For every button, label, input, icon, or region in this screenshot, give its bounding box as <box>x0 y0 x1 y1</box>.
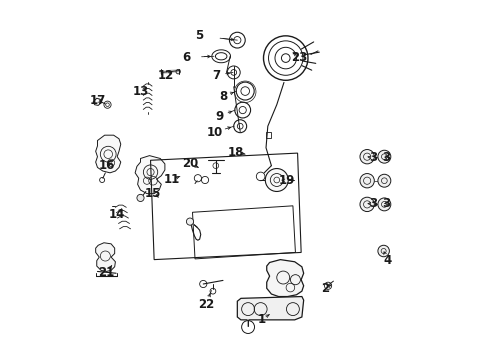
Polygon shape <box>237 297 303 320</box>
Text: 16: 16 <box>98 159 114 172</box>
Text: 13: 13 <box>132 85 148 98</box>
Circle shape <box>377 150 390 163</box>
Text: 4: 4 <box>383 254 391 267</box>
Text: 19: 19 <box>278 174 294 187</box>
Text: 15: 15 <box>144 187 161 200</box>
Text: 23: 23 <box>290 51 306 64</box>
Text: 6: 6 <box>182 51 190 64</box>
Polygon shape <box>266 260 303 297</box>
Text: 9: 9 <box>215 110 223 123</box>
Text: 18: 18 <box>227 145 244 158</box>
Text: 3: 3 <box>381 151 389 164</box>
Text: 3: 3 <box>381 197 389 210</box>
Text: 17: 17 <box>89 94 105 107</box>
Polygon shape <box>135 156 164 194</box>
Text: 22: 22 <box>197 298 213 311</box>
Circle shape <box>377 174 390 187</box>
Text: 3: 3 <box>368 197 376 210</box>
Circle shape <box>377 245 388 257</box>
Circle shape <box>359 149 373 164</box>
Text: 14: 14 <box>108 208 124 221</box>
Text: 7: 7 <box>212 69 220 82</box>
Text: 8: 8 <box>219 90 226 103</box>
Circle shape <box>359 174 373 188</box>
Text: 5: 5 <box>194 29 203 42</box>
Text: 20: 20 <box>182 157 199 170</box>
Circle shape <box>137 194 144 202</box>
Polygon shape <box>96 135 121 173</box>
Text: 11: 11 <box>163 173 179 186</box>
Bar <box>265 132 271 138</box>
Text: 21: 21 <box>98 266 114 279</box>
Text: 12: 12 <box>157 69 173 82</box>
Text: 2: 2 <box>321 282 329 295</box>
Circle shape <box>186 218 193 225</box>
Text: 10: 10 <box>206 126 222 139</box>
Circle shape <box>265 168 287 192</box>
Circle shape <box>359 197 373 212</box>
Polygon shape <box>96 243 115 271</box>
Circle shape <box>377 198 390 211</box>
Text: 1: 1 <box>257 312 265 326</box>
Text: 3: 3 <box>368 151 376 164</box>
